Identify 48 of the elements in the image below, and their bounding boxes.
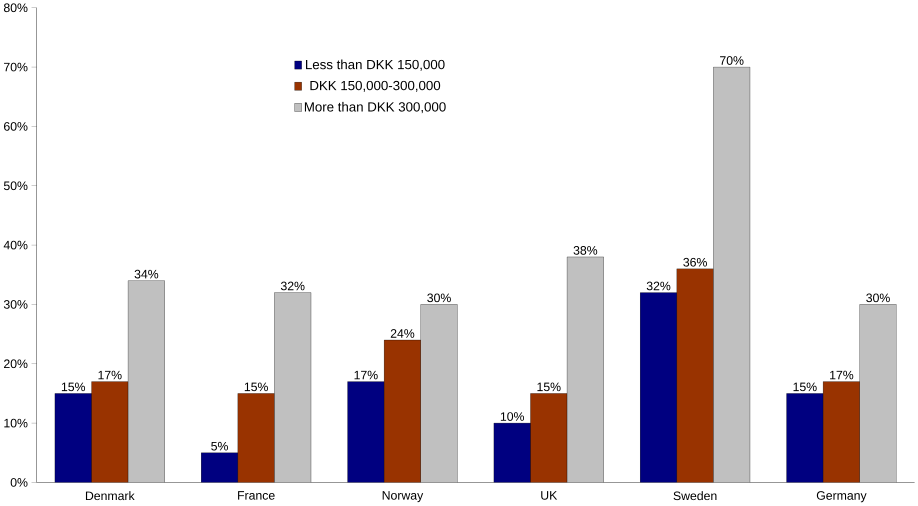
data-label: 30% bbox=[427, 294, 451, 302]
y-tick-label: 70% bbox=[4, 62, 28, 72]
y-tick-label: 10% bbox=[4, 418, 28, 428]
data-label: 15% bbox=[244, 382, 268, 392]
bar bbox=[566, 256, 604, 483]
x-tick-label: Sweden bbox=[674, 491, 716, 500]
y-tick-label: 30% bbox=[4, 300, 28, 309]
legend-label: More than DKK 300,000 bbox=[304, 102, 446, 114]
data-label: 38% bbox=[574, 246, 598, 255]
data-label: 30% bbox=[866, 294, 890, 302]
bar bbox=[384, 340, 421, 483]
bar bbox=[676, 268, 714, 483]
data-label: 10% bbox=[500, 412, 524, 422]
bar bbox=[91, 382, 128, 483]
y-tick-label: 60% bbox=[4, 122, 28, 131]
y-tick-label: 0% bbox=[10, 478, 28, 487]
data-label: 36% bbox=[683, 258, 707, 267]
legend-label: DKK 150,000-300,000 bbox=[310, 81, 440, 92]
bar bbox=[860, 304, 896, 483]
legend-label: Less than DKK 150,000 bbox=[306, 60, 445, 71]
data-label: 15% bbox=[62, 382, 86, 392]
x-tick-label: Norway bbox=[382, 491, 424, 502]
y-tick-label: 20% bbox=[4, 360, 28, 368]
data-label: 17% bbox=[830, 370, 854, 380]
bar bbox=[274, 292, 312, 483]
data-label: 70% bbox=[720, 56, 744, 65]
bar bbox=[713, 67, 750, 483]
y-tick-label: 80% bbox=[4, 4, 28, 12]
y-tick-label: 50% bbox=[4, 182, 28, 190]
data-label: 15% bbox=[794, 382, 817, 392]
data-label: 17% bbox=[98, 370, 122, 380]
data-label: 15% bbox=[537, 382, 561, 392]
x-tick-label: France bbox=[238, 491, 275, 500]
x-tick-label: Denmark bbox=[86, 491, 135, 500]
bar bbox=[530, 393, 568, 483]
x-tick-label: Germany bbox=[816, 491, 867, 502]
bar bbox=[420, 304, 458, 483]
bar bbox=[128, 280, 165, 483]
data-label: 24% bbox=[390, 329, 414, 338]
bar bbox=[238, 393, 275, 483]
data-label: 32% bbox=[646, 282, 670, 290]
data-label: 34% bbox=[134, 270, 158, 279]
data-label: 5% bbox=[211, 442, 228, 451]
data-label: 17% bbox=[354, 370, 378, 380]
data-label: 32% bbox=[280, 282, 305, 290]
x-tick-label: UK bbox=[541, 491, 558, 500]
bar bbox=[822, 382, 860, 483]
y-tick-label: 40% bbox=[4, 240, 28, 250]
